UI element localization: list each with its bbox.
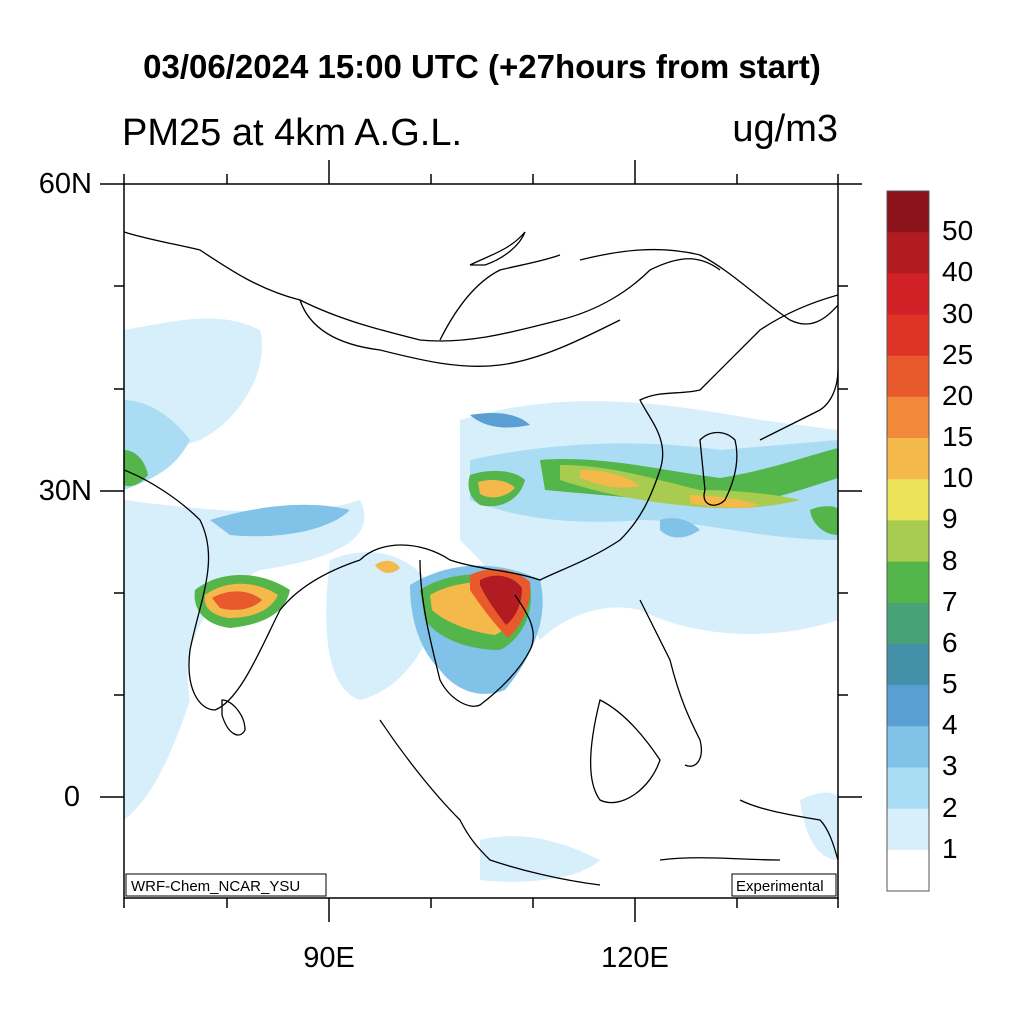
colorbar-label: 40 bbox=[942, 256, 974, 288]
colorbar-swatch bbox=[887, 808, 929, 851]
colorbar-label: 6 bbox=[942, 626, 958, 658]
colorbar-swatch bbox=[887, 602, 929, 645]
variable-label: PM25 at 4km A.G.L. bbox=[122, 112, 463, 154]
map-frame bbox=[123, 183, 839, 899]
lat-label-60n: 60N bbox=[38, 168, 92, 200]
colorbar-label: 25 bbox=[942, 338, 974, 370]
colorbar-swatch bbox=[887, 767, 929, 810]
colorbar-frame bbox=[886, 190, 930, 892]
colorbar-label: 30 bbox=[942, 297, 974, 329]
coastline-borders bbox=[124, 231, 838, 886]
lon-label-90e: 90E bbox=[303, 942, 355, 974]
colorbar-swatch bbox=[887, 273, 929, 316]
colorbar-swatch bbox=[887, 314, 929, 357]
colorbar-swatch bbox=[887, 438, 929, 480]
colorbar-label: 4 bbox=[942, 709, 958, 741]
colorbar-label: 9 bbox=[942, 503, 958, 535]
colorbar-label: 20 bbox=[942, 379, 974, 411]
plot-title: 03/06/2024 15:00 UTC (+27hours from star… bbox=[143, 48, 821, 85]
footer-right-box bbox=[731, 873, 837, 897]
lat-label-0: 0 bbox=[63, 781, 80, 813]
axis-ticks bbox=[100, 160, 862, 922]
colorbar-swatch bbox=[887, 726, 929, 768]
colorbar-swatch bbox=[887, 520, 929, 563]
colorbar-label: 2 bbox=[942, 791, 958, 823]
colorbar-label: 1 bbox=[942, 832, 958, 864]
colorbar-swatch bbox=[887, 191, 929, 233]
colorbar-swatch bbox=[887, 232, 929, 274]
colorbar-label: 5 bbox=[942, 668, 958, 700]
colorbar-label: 8 bbox=[942, 544, 958, 576]
colorbar-swatch bbox=[887, 479, 929, 521]
colorbar-swatch bbox=[887, 561, 929, 604]
footer-left-text: WRF-Chem_NCAR_YSU bbox=[131, 878, 300, 895]
footer-left-box bbox=[125, 873, 327, 897]
colorbar-label: 50 bbox=[942, 215, 974, 247]
colorbar-swatch bbox=[887, 685, 929, 727]
pm25-concentration-field bbox=[124, 318, 838, 882]
footer-right-text: Experimental bbox=[736, 878, 824, 895]
colorbar-label: 7 bbox=[942, 585, 958, 617]
lon-label-120e: 120E bbox=[601, 942, 669, 974]
colorbar-swatch bbox=[887, 396, 929, 439]
colorbar-swatch bbox=[887, 849, 929, 892]
colorbar-label: 3 bbox=[942, 750, 958, 782]
colorbar-label: 15 bbox=[942, 421, 974, 453]
colorbar-label: 10 bbox=[942, 462, 974, 494]
colorbar-swatch bbox=[887, 355, 929, 398]
units-label: ug/m3 bbox=[732, 108, 838, 150]
lat-label-30n: 30N bbox=[38, 475, 92, 507]
colorbar-swatch bbox=[887, 643, 929, 686]
colorbar bbox=[886, 190, 930, 892]
